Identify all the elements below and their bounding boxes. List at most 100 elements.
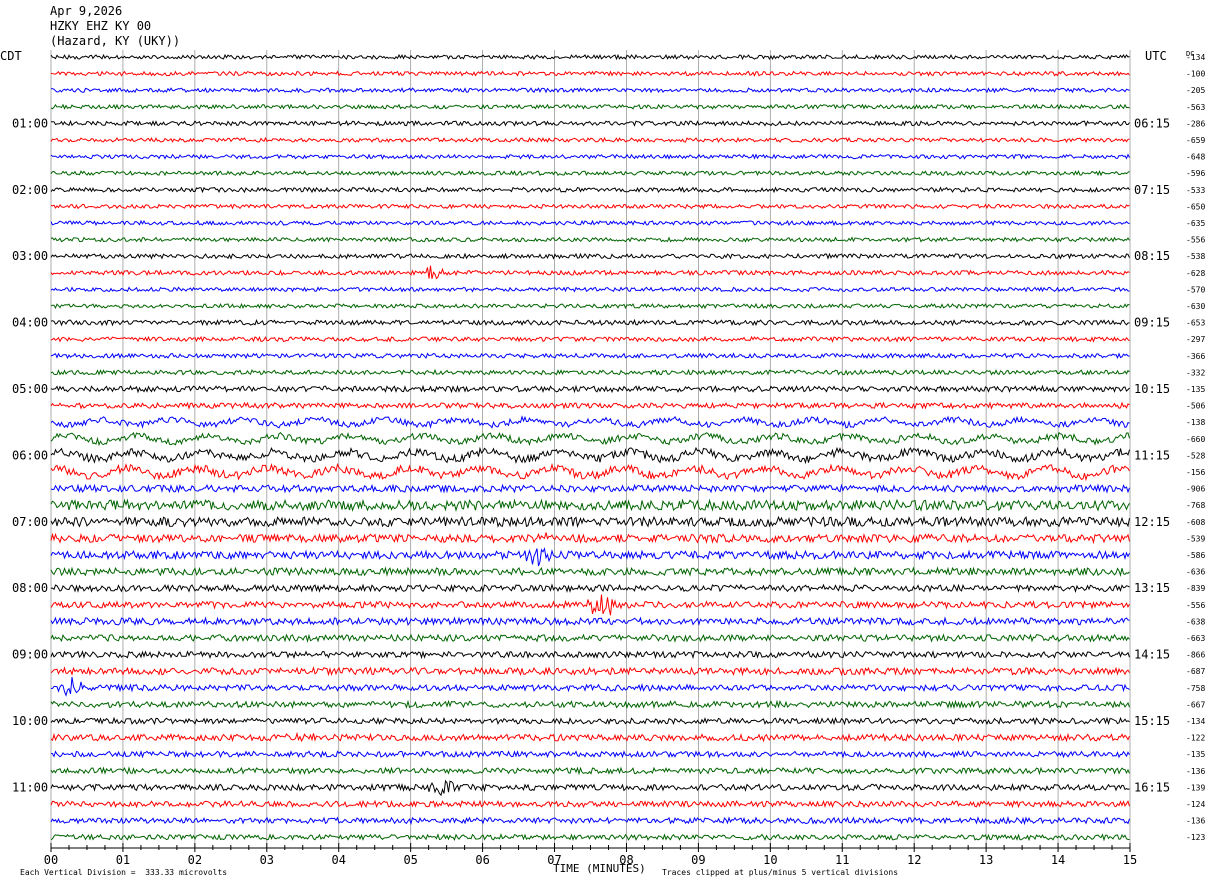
seismic-traces (50, 53, 1130, 842)
dc-offset-label: -136 (1186, 767, 1205, 776)
dc-offset-label: -135 (1186, 385, 1205, 394)
cdt-hour-label: 04:00 (12, 316, 48, 330)
utc-hour-label: 10:15 (1134, 382, 1170, 396)
trace-line-4 (50, 103, 1130, 110)
trace-line-43 (50, 749, 1130, 759)
trace-line-6 (50, 136, 1130, 144)
dc-offset-label: -533 (1186, 186, 1205, 195)
dc-offset-label: -332 (1186, 368, 1205, 377)
utc-hour-label: 16:15 (1134, 780, 1170, 794)
trace-line-34 (50, 594, 1130, 616)
cdt-hour-label: 09:00 (12, 648, 48, 662)
dc-offset-label: -136 (1186, 817, 1205, 826)
x-tick-label: 05 (403, 853, 417, 867)
x-tick-label: 15 (1123, 853, 1137, 867)
trace-line-40 (50, 699, 1130, 710)
dc-offset-label: -660 (1186, 435, 1205, 444)
utc-hour-label: 13:15 (1134, 581, 1170, 595)
x-tick-label: 00 (44, 853, 58, 867)
dc-offset-label: -124 (1186, 800, 1205, 809)
dc-offset-label: -138 (1186, 418, 1205, 427)
trace-line-16 (50, 302, 1130, 310)
x-tick-label: 12 (907, 853, 921, 867)
trace-line-42 (50, 731, 1130, 743)
dc-offset-label: -630 (1186, 302, 1205, 311)
cdt-hour-label: 11:00 (12, 780, 48, 794)
x-tick-label: 11 (835, 853, 849, 867)
trace-line-35 (50, 616, 1130, 627)
trace-line-33 (50, 583, 1130, 593)
dc-offset-label: -687 (1186, 667, 1205, 676)
trace-line-39 (50, 677, 1130, 697)
x-tick-label: 01 (116, 853, 130, 867)
dc-offset-label: -638 (1186, 617, 1205, 626)
minute-gridlines (50, 50, 1131, 848)
trace-line-13 (50, 252, 1130, 260)
trace-line-46 (50, 799, 1130, 809)
dc-offset-label: -156 (1186, 468, 1205, 477)
cdt-hour-label: 03:00 (12, 249, 48, 263)
trace-line-31 (50, 547, 1130, 567)
dc-offset-label: -608 (1186, 518, 1205, 527)
utc-hour-label: 08:15 (1134, 249, 1170, 263)
dc-label: DC (1186, 50, 1195, 58)
trace-line-3 (50, 87, 1130, 94)
x-tick-label: 03 (260, 853, 274, 867)
trace-line-22 (50, 401, 1130, 410)
utc-hour-label: 12:15 (1134, 515, 1170, 529)
dc-offset-label: -139 (1186, 783, 1205, 792)
trace-line-48 (50, 833, 1130, 842)
dc-offset-label: -539 (1186, 534, 1205, 543)
trace-line-15 (50, 286, 1130, 293)
trace-line-29 (50, 515, 1130, 528)
dc-offset-label: -648 (1186, 153, 1205, 162)
trace-line-32 (50, 566, 1130, 577)
dc-offset-label: -135 (1186, 750, 1205, 759)
dc-offset-label: -366 (1186, 352, 1205, 361)
trace-line-20 (50, 368, 1130, 376)
x-axis-title: TIME (MINUTES) (553, 862, 646, 875)
header-location: (Hazard, KY (UKY)) (50, 34, 181, 48)
utc-hour-label: 07:15 (1134, 183, 1170, 197)
trace-line-9 (50, 186, 1130, 194)
dc-offset-label: -768 (1186, 501, 1205, 510)
dc-offset-label: -659 (1186, 136, 1205, 145)
dc-offset-label: -663 (1186, 634, 1205, 643)
trace-line-36 (50, 633, 1130, 643)
dc-offset-label: -570 (1186, 285, 1205, 294)
dc-offset-label: -650 (1186, 202, 1205, 211)
trace-line-5 (50, 119, 1130, 127)
dc-offset-label: -563 (1186, 103, 1205, 112)
cdt-hour-label: 06:00 (12, 448, 48, 462)
x-tick-label: 04 (332, 853, 346, 867)
dc-offset-label: -667 (1186, 700, 1205, 709)
trace-line-41 (50, 716, 1130, 726)
trace-line-18 (50, 335, 1130, 343)
trace-line-45 (50, 779, 1130, 797)
x-tick-label: 07 (547, 853, 561, 867)
utc-hour-label: 14:15 (1134, 648, 1170, 662)
x-tick-label: 10 (763, 853, 777, 867)
trace-line-7 (50, 153, 1130, 160)
trace-line-37 (50, 650, 1130, 660)
cdt-hour-label: 07:00 (12, 515, 48, 529)
x-tick-label: 02 (188, 853, 202, 867)
footer-scale: Each Vertical Division = 333.33 microvol… (20, 868, 228, 877)
dc-offset-label: -205 (1186, 86, 1205, 95)
x-tick-label: 14 (1051, 853, 1065, 867)
dc-offset-label: -528 (1186, 451, 1205, 460)
dc-offset-label: -100 (1186, 70, 1205, 79)
dc-offset-label: -122 (1186, 734, 1205, 743)
cdt-label: CDT (0, 49, 22, 63)
cdt-hour-label: 08:00 (12, 581, 48, 595)
x-tick-label: 08 (619, 853, 633, 867)
trace-line-1 (50, 53, 1130, 61)
x-tick-label: 09 (691, 853, 705, 867)
dc-offset-label: -635 (1186, 219, 1205, 228)
dc-offset-label: -506 (1186, 402, 1205, 411)
dc-offset-label: -134 (1186, 53, 1205, 62)
dc-offset-label: -628 (1186, 269, 1205, 278)
dc-offset-label: -286 (1186, 119, 1205, 128)
dc-offset-label: -866 (1186, 651, 1205, 660)
